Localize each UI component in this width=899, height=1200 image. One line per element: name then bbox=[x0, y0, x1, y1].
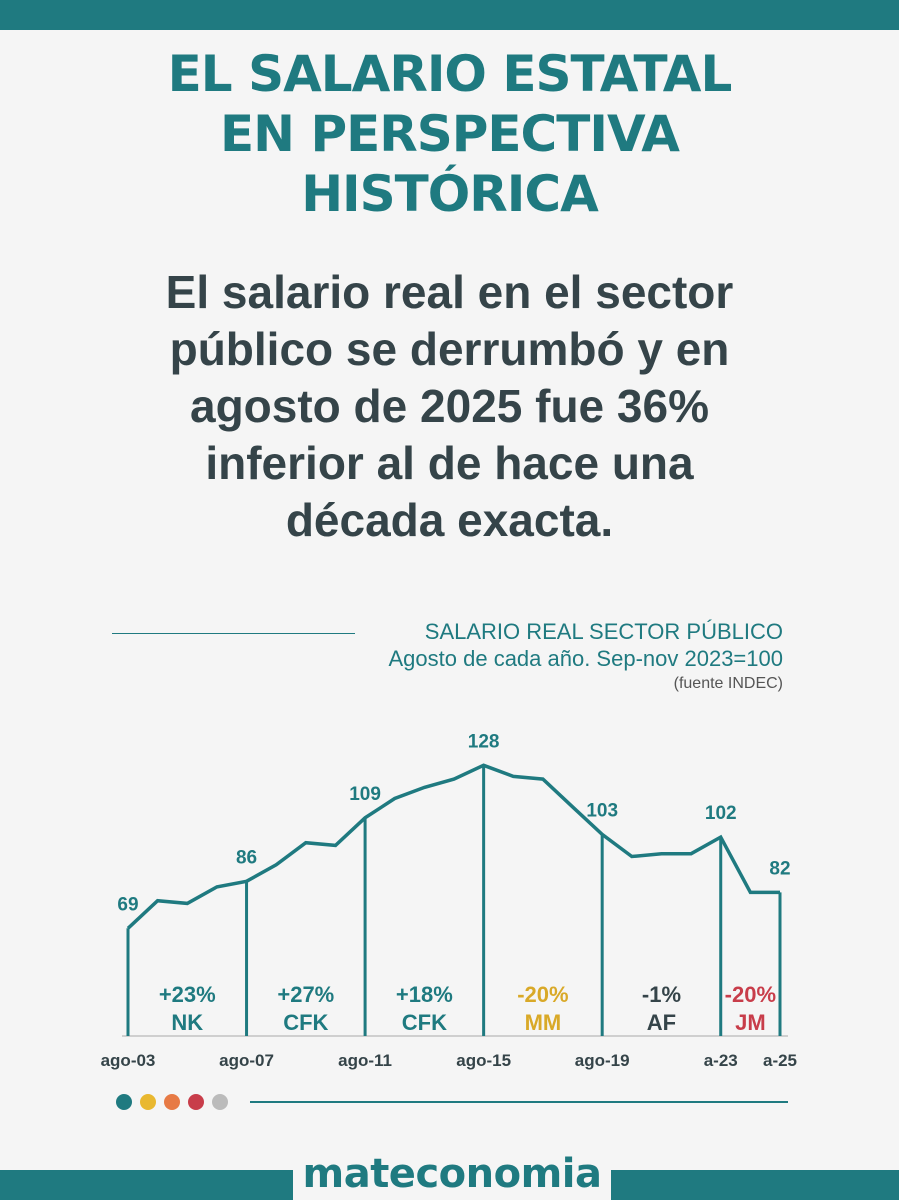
headline-line-3: HISTÓRICA bbox=[301, 165, 599, 223]
salary-line-chart: 69 86 109 128 103 102 82 +23% NK +27% CFK +18% CFK -2… bbox=[101, 731, 797, 1070]
dots-rule bbox=[250, 1101, 788, 1103]
x-tick-label: ago-15 bbox=[456, 1051, 511, 1070]
palette-dot bbox=[212, 1094, 228, 1110]
chart-title-rule bbox=[112, 633, 355, 634]
palette-dot bbox=[140, 1094, 156, 1110]
period-name-label: CFK bbox=[402, 1010, 447, 1035]
chart-title: SALARIO REAL SECTOR PÚBLICO bbox=[424, 619, 783, 644]
data-label: 102 bbox=[705, 803, 737, 824]
palette-dots bbox=[116, 1094, 228, 1110]
palette-dot bbox=[116, 1094, 132, 1110]
data-label: 86 bbox=[236, 847, 257, 868]
period-name-label: NK bbox=[171, 1010, 203, 1035]
period-change-label: +18% bbox=[396, 982, 453, 1007]
period-change-label: -20% bbox=[517, 982, 568, 1007]
period-change-label: +27% bbox=[277, 982, 334, 1007]
palette-dot bbox=[164, 1094, 180, 1110]
period-change-label: -20% bbox=[725, 982, 776, 1007]
x-tick-label: ago-19 bbox=[575, 1051, 630, 1070]
series-line bbox=[126, 763, 780, 930]
x-tick-label: a-23 bbox=[704, 1051, 738, 1070]
period-name-label: CFK bbox=[283, 1010, 328, 1035]
x-tick-label: ago-03 bbox=[101, 1051, 156, 1070]
subheadline-line-2: público se derrumbó y en bbox=[169, 323, 730, 375]
x-tick-label: ago-11 bbox=[338, 1051, 392, 1070]
x-tick-label: ago-07 bbox=[219, 1051, 274, 1070]
palette-dot bbox=[188, 1094, 204, 1110]
subheadline-line-5: década exacta. bbox=[285, 494, 614, 546]
subheadline-line-4: inferior al de hace una bbox=[205, 437, 694, 489]
subheadline-line-1: El salario real en el sector bbox=[165, 266, 734, 318]
headline-line-2: EN PERSPECTIVA bbox=[220, 105, 680, 163]
data-label: 109 bbox=[349, 784, 381, 805]
period-name-label: AF bbox=[647, 1010, 676, 1035]
period-name-label: MM bbox=[525, 1010, 562, 1035]
footer-bar-left bbox=[0, 1170, 293, 1200]
period-change-label: -1% bbox=[642, 982, 681, 1007]
headline: EL SALARIO ESTATAL EN PERSPECTIVA HISTÓR… bbox=[0, 44, 899, 224]
chart-subtitle: Agosto de cada año. Sep-nov 2023=100 bbox=[388, 646, 784, 671]
data-label: 103 bbox=[586, 800, 618, 821]
brand-logo-text: mateconomia bbox=[302, 1151, 602, 1197]
subheadline-line-3: agosto de 2025 fue 36% bbox=[190, 380, 709, 432]
period-change-label: +23% bbox=[159, 982, 216, 1007]
subheadline: El salario real en el sector público se … bbox=[40, 264, 859, 549]
data-label: 69 bbox=[117, 894, 138, 915]
x-tick-label: a-25 bbox=[763, 1051, 797, 1070]
headline-line-1: EL SALARIO ESTATAL bbox=[167, 45, 733, 103]
data-label: 128 bbox=[468, 731, 500, 752]
data-label: 82 bbox=[769, 858, 790, 879]
top-bar bbox=[0, 0, 899, 30]
footer-bar-right bbox=[611, 1170, 899, 1200]
chart-source: (fuente INDEC) bbox=[673, 675, 783, 692]
period-name-label: JM bbox=[735, 1010, 766, 1035]
